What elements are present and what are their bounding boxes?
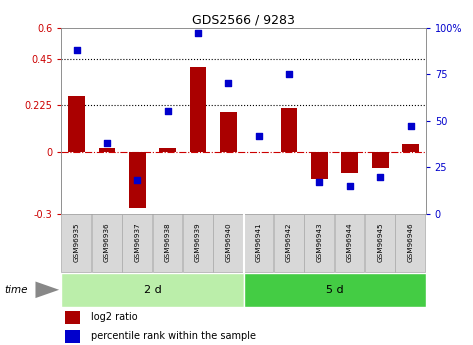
- Bar: [334, 215, 364, 272]
- Bar: [244, 273, 426, 307]
- Bar: [213, 215, 243, 272]
- Point: [133, 178, 141, 183]
- Point: [164, 109, 172, 114]
- Bar: [190, 67, 206, 152]
- Point: [194, 30, 202, 36]
- Text: GSM96938: GSM96938: [165, 222, 171, 262]
- Bar: [311, 152, 328, 179]
- Text: 2 d: 2 d: [144, 285, 161, 295]
- Point: [315, 179, 323, 185]
- Bar: [92, 215, 122, 272]
- Point: [225, 81, 232, 86]
- Bar: [61, 215, 91, 272]
- Text: time: time: [5, 285, 28, 295]
- Bar: [183, 215, 213, 272]
- Point: [285, 71, 293, 77]
- Text: GSM96942: GSM96942: [286, 222, 292, 262]
- Bar: [244, 215, 273, 272]
- Title: GDS2566 / 9283: GDS2566 / 9283: [192, 13, 295, 27]
- Bar: [129, 152, 146, 208]
- Bar: [372, 152, 388, 168]
- Point: [73, 47, 80, 53]
- Bar: [274, 215, 304, 272]
- Text: GSM96935: GSM96935: [74, 222, 79, 262]
- Text: 5 d: 5 d: [326, 285, 343, 295]
- Bar: [395, 215, 425, 272]
- Text: GSM96945: GSM96945: [377, 222, 383, 262]
- Bar: [365, 215, 395, 272]
- Bar: [68, 96, 85, 152]
- Text: log2 ratio: log2 ratio: [91, 312, 137, 322]
- Bar: [342, 152, 358, 172]
- Text: GSM96936: GSM96936: [104, 222, 110, 262]
- Bar: [99, 148, 115, 152]
- Text: GSM96940: GSM96940: [226, 222, 231, 262]
- Bar: [65, 330, 79, 343]
- Text: GSM96944: GSM96944: [347, 222, 353, 262]
- Point: [346, 183, 354, 189]
- Bar: [402, 144, 419, 152]
- Polygon shape: [35, 282, 59, 298]
- Text: GSM96941: GSM96941: [256, 222, 262, 262]
- Bar: [220, 112, 237, 152]
- Bar: [159, 148, 176, 152]
- Point: [407, 124, 414, 129]
- Point: [255, 133, 263, 138]
- Bar: [281, 108, 298, 152]
- Bar: [122, 215, 152, 272]
- Bar: [304, 215, 334, 272]
- Bar: [61, 273, 244, 307]
- Point: [103, 140, 111, 146]
- Point: [377, 174, 384, 179]
- Text: GSM96937: GSM96937: [134, 222, 140, 262]
- Text: GSM96939: GSM96939: [195, 222, 201, 262]
- Bar: [152, 215, 182, 272]
- Text: GSM96946: GSM96946: [408, 222, 413, 262]
- Text: GSM96943: GSM96943: [316, 222, 323, 262]
- Bar: [65, 311, 79, 324]
- Text: percentile rank within the sample: percentile rank within the sample: [91, 331, 255, 341]
